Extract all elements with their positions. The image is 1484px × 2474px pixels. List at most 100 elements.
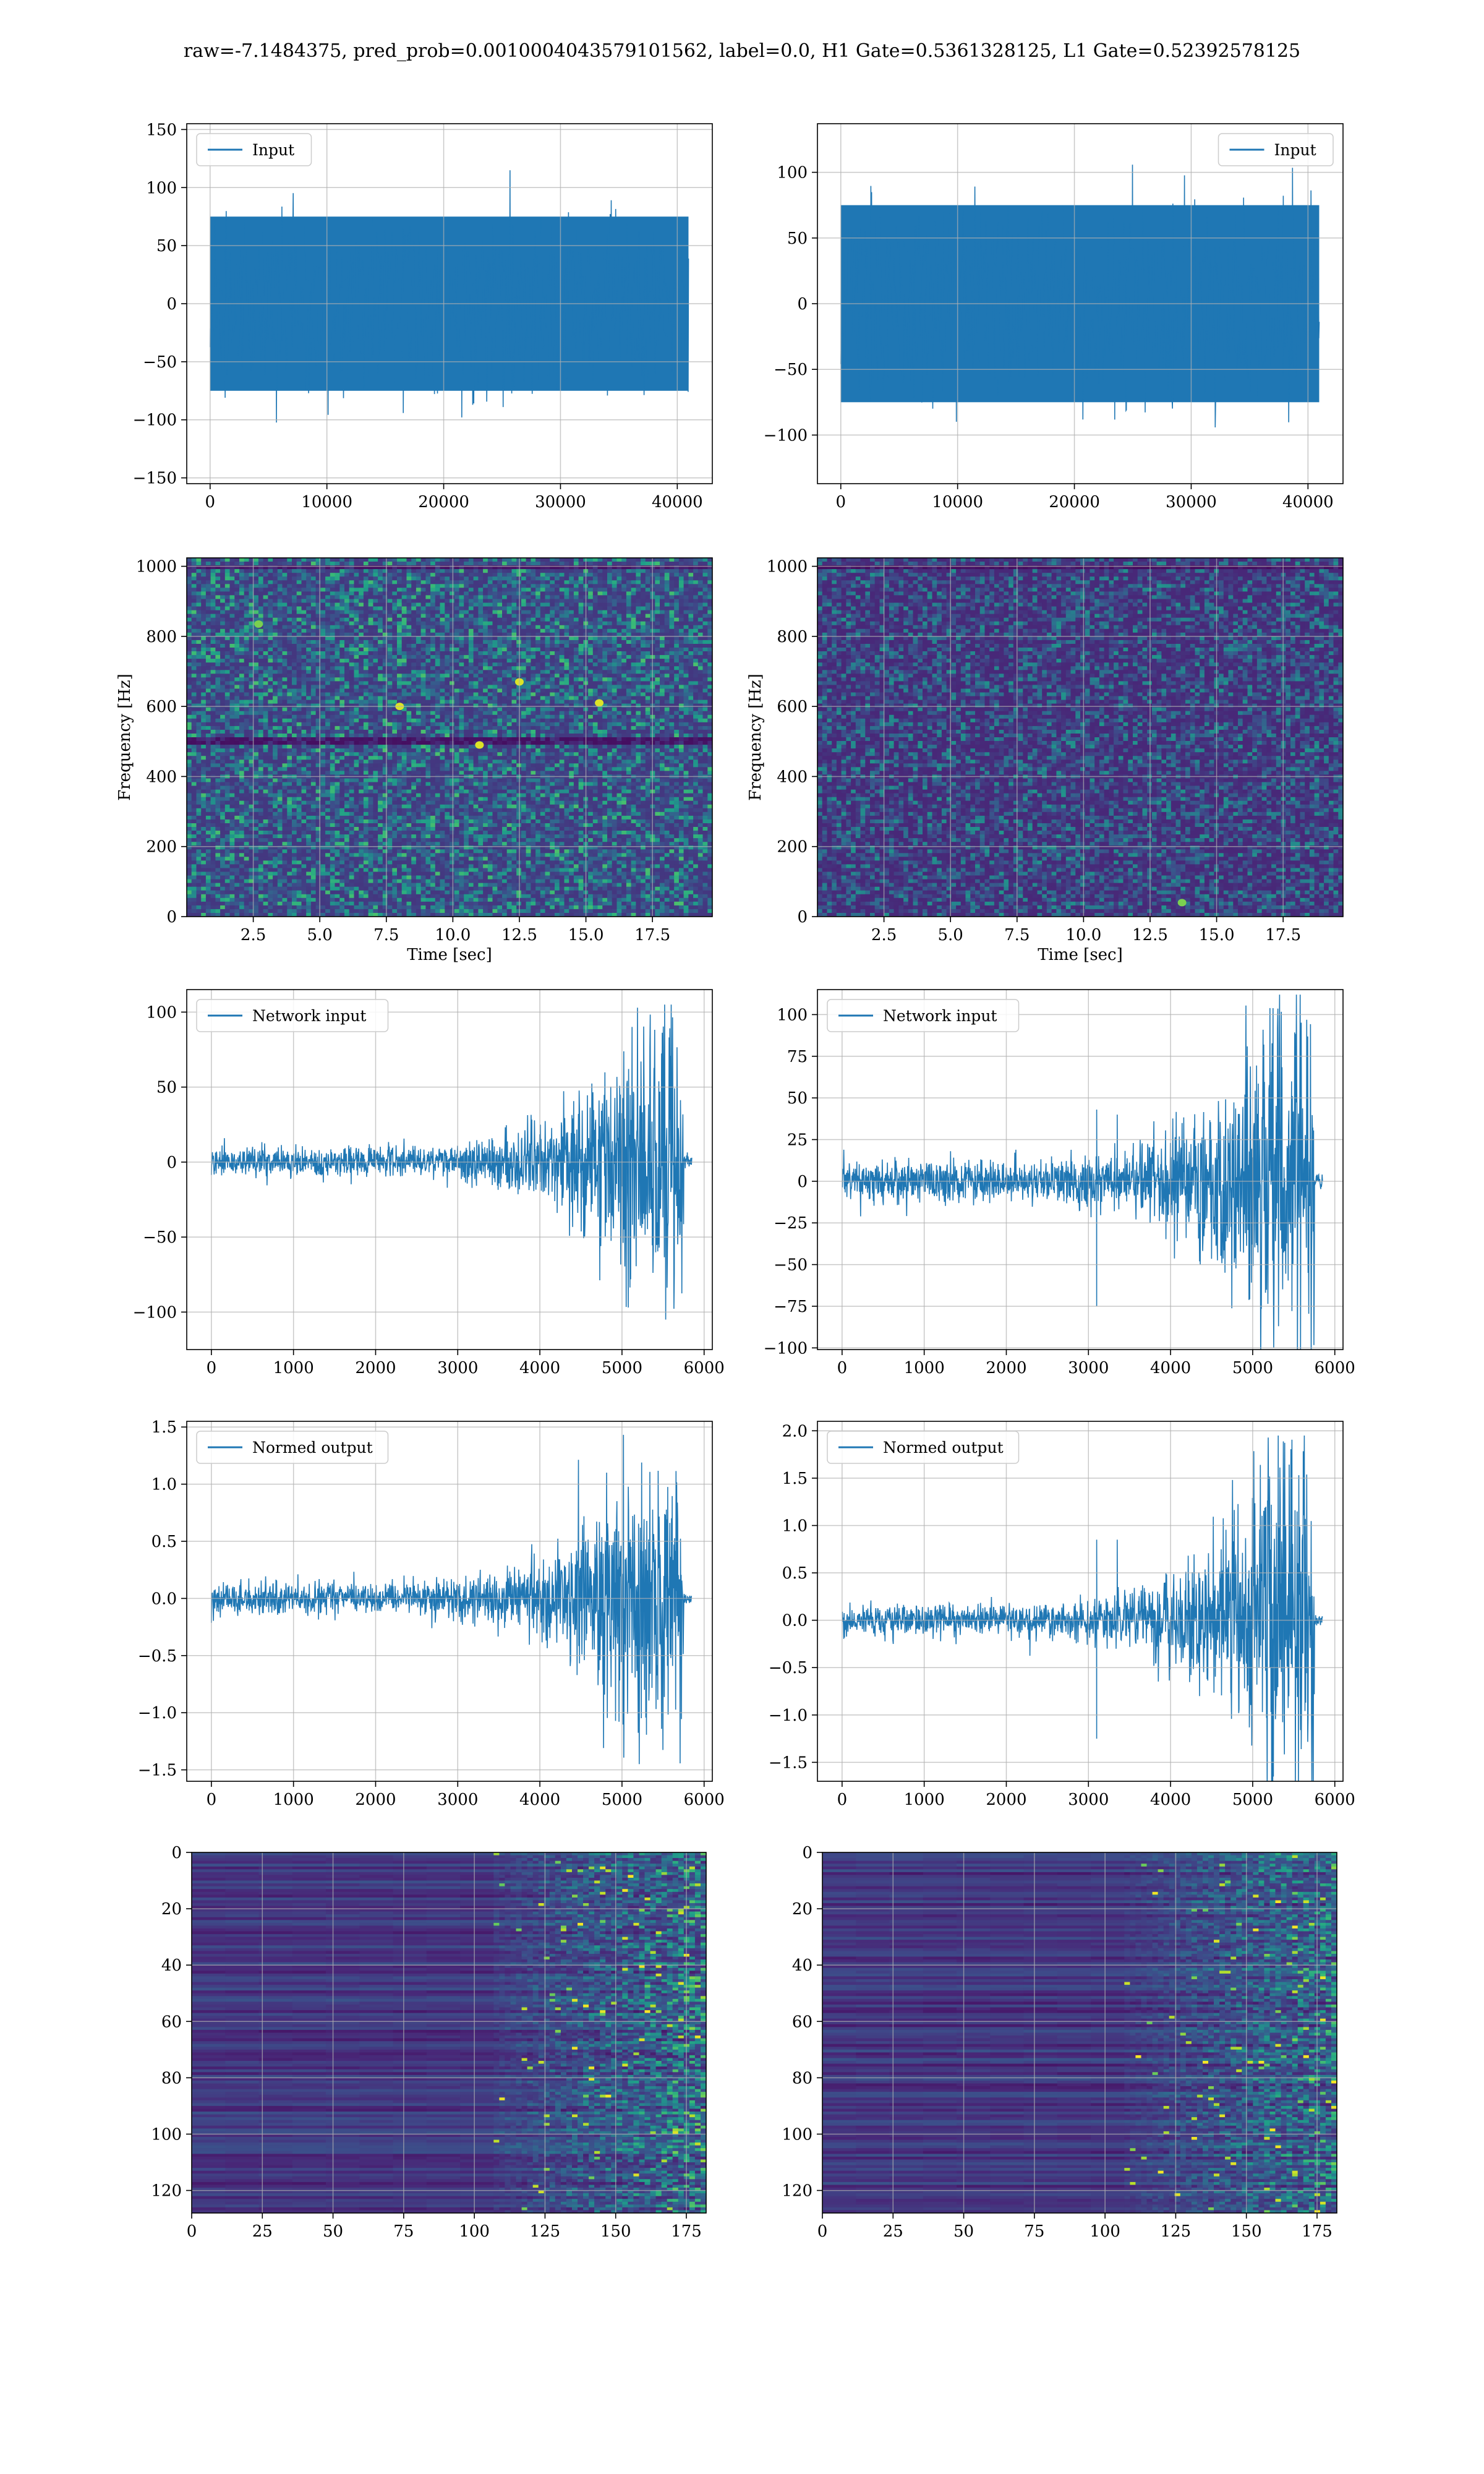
y-tick-label: −50 — [774, 361, 808, 379]
plot-content — [187, 558, 712, 917]
x-tick-label: 1000 — [904, 1791, 945, 1809]
x-tick-label: 1000 — [273, 1359, 314, 1377]
spectrogram-cells — [817, 558, 1343, 917]
legend-label: Input — [252, 141, 294, 159]
bright-spot — [1177, 899, 1187, 907]
legend: Normed output — [827, 1431, 1020, 1464]
x-tick-label: 6000 — [1315, 1791, 1355, 1809]
x-tick-label: 0 — [205, 493, 216, 511]
y-tick-label: 50 — [787, 1089, 808, 1108]
legend-label: Normed output — [252, 1439, 373, 1457]
y-tick-label: 100 — [146, 179, 177, 197]
series-line — [210, 170, 689, 423]
x-tick-label: 5000 — [1232, 1791, 1273, 1809]
x-tick-label: 125 — [530, 2222, 561, 2241]
y-tick-label: 0 — [797, 295, 808, 314]
y-tick-label: 0.5 — [151, 1533, 177, 1551]
x-tick-label: 5.0 — [938, 926, 963, 944]
ticks: 2.5 5.0 7.5 10.0 12.5 15.0 17.5 0 200 400 600 800 10… — [136, 558, 670, 944]
panel-spec-left: 2.5 5.0 7.5 10.0 12.5 15.0 17.5 0 200 400 600 800 10… — [116, 557, 713, 964]
y-tick-label: 20 — [792, 1900, 812, 1919]
y-tick-label: 60 — [161, 2013, 182, 2031]
y-tick-label: 0 — [166, 1154, 177, 1172]
y-axis-label: Frequency [Hz] — [746, 674, 765, 801]
x-tick-label: 20000 — [418, 493, 469, 511]
axes-frame — [186, 557, 713, 917]
y-tick-label: 100 — [146, 1003, 177, 1022]
y-tick-label: 400 — [777, 768, 808, 786]
x-tick-label: 50 — [953, 2222, 974, 2241]
plot-content — [842, 995, 1323, 1350]
x-tick-label: 5000 — [602, 1359, 642, 1377]
panel-features-right: 0 25 50 75 100 125 150 175 0 20 40 60 80 100 120 — [782, 1844, 1337, 2241]
y-tick-label: 0.5 — [782, 1564, 808, 1583]
x-tick-label: 20000 — [1049, 493, 1100, 511]
y-tick-label: 80 — [792, 2069, 812, 2087]
y-tick-label: 60 — [792, 2013, 812, 2031]
y-tick-label: −100 — [133, 411, 177, 430]
y-tick-label: 100 — [777, 1006, 808, 1024]
axes-frame — [186, 1421, 713, 1782]
x-tick-label: 150 — [600, 2222, 631, 2241]
bright-spot — [254, 620, 263, 628]
axes-frame — [186, 989, 713, 1350]
x-tick-label: 4000 — [519, 1359, 560, 1377]
y-tick-label: 100 — [777, 164, 808, 182]
x-tick-label: 2000 — [986, 1359, 1026, 1377]
ticks: 2.5 5.0 7.5 10.0 12.5 15.0 17.5 0 200 400 600 800 10… — [767, 558, 1301, 944]
x-tick-label: 40000 — [1282, 493, 1334, 511]
y-tick-label: −100 — [133, 1303, 177, 1322]
ticks: 0 25 50 75 100 125 150 175 0 20 40 60 80 100 120 — [151, 1844, 701, 2241]
y-tick-label: 25 — [787, 1131, 808, 1150]
y-tick-label: 0.0 — [782, 1612, 808, 1630]
y-tick-label: −100 — [764, 426, 808, 445]
panel-network-left: 0 1000 2000 3000 4000 5000 6000 −100 −50 0 50 100 Ne… — [133, 989, 725, 1377]
y-tick-label: 100 — [782, 2125, 812, 2144]
x-tick-label: 2000 — [355, 1791, 396, 1809]
plot-content — [842, 1435, 1323, 1781]
x-tick-label: 6000 — [684, 1791, 725, 1809]
y-tick-label: 120 — [151, 2182, 182, 2201]
x-tick-label: 6000 — [1315, 1359, 1355, 1377]
y-tick-label: −1.5 — [769, 1753, 808, 1772]
x-tick-label: 0 — [837, 1791, 848, 1809]
y-tick-label: −1.5 — [138, 1761, 177, 1780]
y-tick-label: 0 — [171, 1844, 182, 1862]
bright-spot — [595, 699, 604, 707]
grid — [187, 1421, 712, 1781]
x-tick-label: 12.5 — [501, 926, 537, 944]
y-tick-label: 50 — [156, 1079, 177, 1097]
y-tick-label: 120 — [782, 2182, 812, 2201]
series-line — [840, 165, 1320, 428]
x-tick-label: 4000 — [519, 1791, 560, 1809]
x-tick-label: 3000 — [1068, 1791, 1109, 1809]
x-tick-label: 150 — [1231, 2222, 1262, 2241]
x-axis-label: Time [sec] — [1038, 946, 1123, 964]
x-tick-label: 5.0 — [307, 926, 333, 944]
y-tick-label: 1.5 — [782, 1470, 808, 1488]
x-tick-label: 50 — [323, 2222, 343, 2241]
y-axis-label: Frequency [Hz] — [116, 674, 134, 801]
y-tick-label: 2.0 — [782, 1422, 808, 1440]
y-tick-label: 40 — [792, 1956, 812, 1975]
grid — [817, 990, 1343, 1350]
bright-spot — [475, 741, 484, 749]
x-tick-label: 5000 — [602, 1791, 642, 1809]
panel-features-left: 0 25 50 75 100 125 150 175 0 20 40 60 80 100 120 — [151, 1844, 707, 2241]
x-tick-label: 5000 — [1232, 1359, 1273, 1377]
ticks: 0 1000 2000 3000 4000 5000 6000 −100 −50 0 50 100 — [133, 1003, 725, 1377]
x-tick-label: 125 — [1161, 2222, 1192, 2241]
y-tick-label: −0.5 — [138, 1647, 177, 1666]
y-tick-label: −50 — [143, 353, 177, 372]
y-tick-label: −25 — [774, 1214, 808, 1233]
x-tick-label: 2000 — [986, 1791, 1026, 1809]
y-tick-label: −1.0 — [769, 1706, 808, 1725]
x-tick-label: 4000 — [1150, 1359, 1191, 1377]
x-tick-label: 3000 — [1068, 1359, 1109, 1377]
grid — [817, 124, 1343, 484]
series-line — [842, 1435, 1323, 1781]
plot-content — [192, 1852, 706, 2213]
y-tick-label: 150 — [146, 121, 177, 139]
y-tick-label: −1.0 — [138, 1704, 177, 1723]
y-tick-label: −50 — [143, 1228, 177, 1247]
